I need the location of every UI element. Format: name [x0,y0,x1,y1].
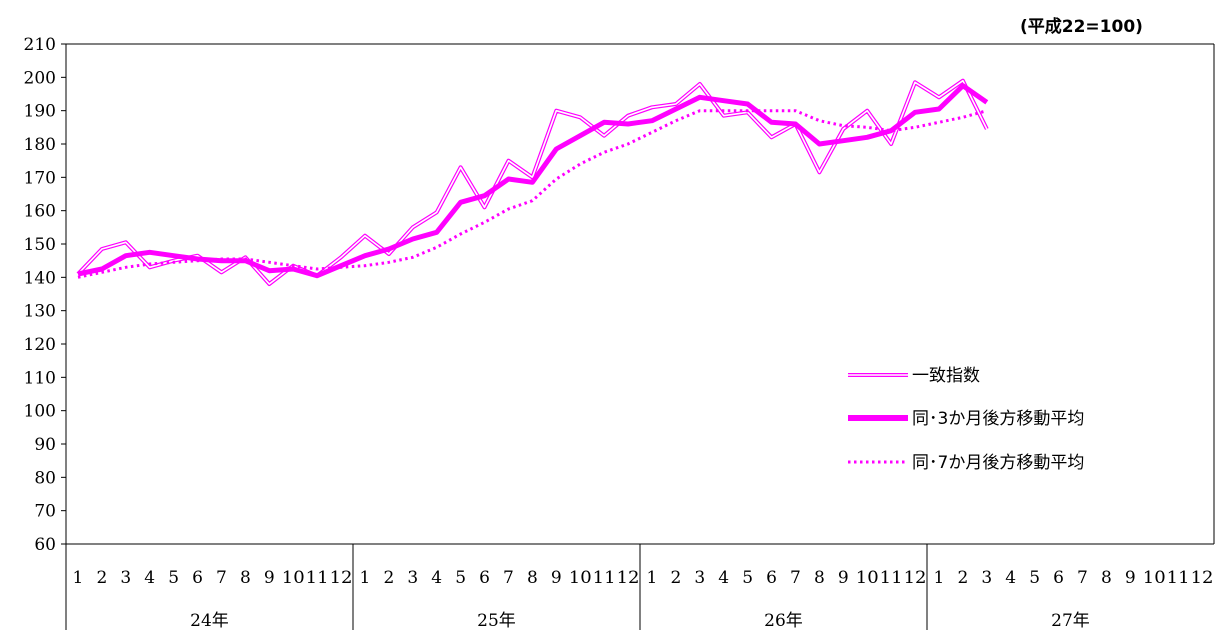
year-label: 26年 [764,611,803,630]
month-label: 7 [1077,568,1088,588]
y-tick-label: 200 [24,68,56,88]
month-label: 12 [1191,568,1214,588]
month-label: 7 [216,568,227,588]
month-label: 6 [479,568,490,588]
year-label: 25年 [477,611,516,630]
month-label: 11 [1167,568,1190,588]
month-label: 1 [360,568,371,588]
month-label: 6 [192,568,203,588]
month-label: 8 [240,568,251,588]
y-tick-label: 120 [24,335,56,355]
series-line-7m-moving-average [77,109,988,279]
month-label: 1 [934,568,945,588]
month-label: 11 [593,568,616,588]
month-label: 10 [282,568,305,588]
y-tick-label: 150 [24,235,56,255]
month-label: 4 [144,568,155,588]
month-label: 5 [455,568,466,588]
month-label: 8 [1101,568,1112,588]
month-label: 4 [718,568,729,588]
month-label: 12 [330,568,353,588]
month-label: 9 [264,568,275,588]
legend-label: 同･3か月後方移動平均 [912,409,1084,429]
y-tick-label: 190 [24,102,56,122]
axes [61,43,1215,630]
month-label: 9 [1125,568,1136,588]
month-label: 5 [168,568,179,588]
month-label: 10 [1143,568,1166,588]
y-tick-label: 80 [34,468,56,488]
month-label: 3 [694,568,705,588]
year-label: 27年 [1051,611,1090,630]
month-label: 7 [790,568,801,588]
series-line-3m-moving-average [77,83,989,279]
y-tick-label: 160 [24,202,56,222]
legend-label: 同･7か月後方移動平均 [912,453,1084,473]
month-label: 5 [742,568,753,588]
y-tick-label: 130 [24,302,56,322]
y-tick-label: 60 [34,535,56,555]
series-lines [76,78,989,286]
y-tick-label: 180 [24,135,56,155]
unit-label: (平成22=100) [1020,17,1143,37]
month-label: 4 [1005,568,1016,588]
y-tick-label: 170 [24,168,56,188]
y-tick-label: 110 [24,368,56,388]
y-tick-label: 140 [24,268,56,288]
month-label: 3 [120,568,131,588]
month-label: 4 [431,568,442,588]
month-label: 6 [766,568,777,588]
month-label: 10 [856,568,879,588]
month-label: 2 [670,568,681,588]
month-label: 8 [527,568,538,588]
month-label: 5 [1029,568,1040,588]
month-label: 3 [981,568,992,588]
month-label: 12 [617,568,640,588]
month-label: 2 [957,568,968,588]
month-label: 9 [838,568,849,588]
year-label: 24年 [190,611,229,630]
y-tick-label: 90 [34,435,56,455]
month-label: 11 [306,568,329,588]
month-label: 2 [383,568,394,588]
y-tick-label: 210 [24,35,56,55]
y-tick-label: 70 [34,502,56,522]
month-label: 6 [1053,568,1064,588]
y-tick-labels: 60 70 80 90 100 110 120 130 140 150 160 170 180 190 20… [24,35,56,555]
month-label: 3 [407,568,418,588]
month-label: 1 [73,568,84,588]
month-label: 2 [96,568,107,588]
month-label: 12 [904,568,927,588]
month-label: 1 [647,568,658,588]
month-label: 10 [569,568,592,588]
month-label: 9 [551,568,562,588]
month-label: 11 [880,568,903,588]
month-label: 7 [503,568,514,588]
y-tick-label: 100 [24,402,56,422]
legend-label: 一致指数 [912,366,980,386]
month-label: 8 [814,568,825,588]
